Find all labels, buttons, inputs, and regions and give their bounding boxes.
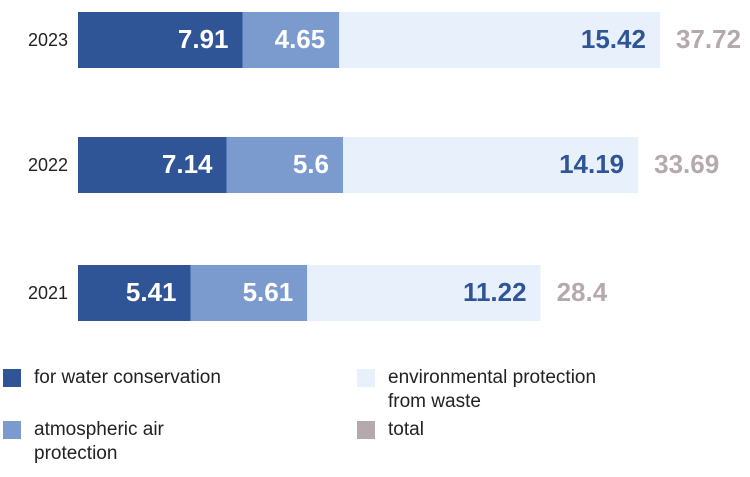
legend-item: atmospheric air protection xyxy=(3,418,249,466)
bar-segment xyxy=(190,265,308,321)
y-tick-label: 2022 xyxy=(28,155,68,175)
data-label: 5.41 xyxy=(126,277,177,307)
legend-item: total xyxy=(357,418,603,442)
bar-segment xyxy=(242,12,340,68)
data-label: 11.22 xyxy=(463,277,527,307)
bar-segment xyxy=(78,265,191,321)
chart: 2023 7.91 4.65 15.42 37.72 2022 7.14 5.6 14.19 33… xyxy=(28,12,741,321)
bar-segment xyxy=(342,137,639,193)
data-label: 4.65 xyxy=(275,24,326,54)
legend-label: for water conservation xyxy=(34,367,221,388)
data-label: 7.14 xyxy=(162,149,213,179)
legend-swatch xyxy=(357,421,375,439)
legend-swatch xyxy=(3,421,21,439)
data-label: 5.61 xyxy=(243,277,294,307)
legend-item: for water conservation xyxy=(3,366,249,390)
bar-segment xyxy=(339,12,660,68)
bar-segment xyxy=(78,137,227,193)
data-label: 7.91 xyxy=(178,24,229,54)
bar-segment xyxy=(226,137,343,193)
bar-segment xyxy=(307,265,541,321)
legend-label: atmospheric air protection xyxy=(34,419,164,464)
total-label: 37.72 xyxy=(676,24,741,54)
bar-segment xyxy=(78,12,243,68)
legend-swatch xyxy=(357,369,375,387)
data-label: 14.19 xyxy=(559,149,624,179)
legend: for water conservation atmospheric air pr… xyxy=(0,366,750,466)
legend-item: environmental protection from waste xyxy=(357,366,603,414)
data-label: 15.42 xyxy=(581,24,646,54)
legend-label: total xyxy=(388,419,424,440)
data-label: 5.6 xyxy=(293,149,329,179)
legend-label: environmental protection from waste xyxy=(388,367,597,412)
y-tick-label: 2021 xyxy=(28,283,68,303)
total-label: 33.69 xyxy=(654,149,719,179)
total-label: 28.4 xyxy=(557,277,608,307)
legend-swatch xyxy=(3,369,21,387)
y-tick-label: 2023 xyxy=(28,30,68,50)
